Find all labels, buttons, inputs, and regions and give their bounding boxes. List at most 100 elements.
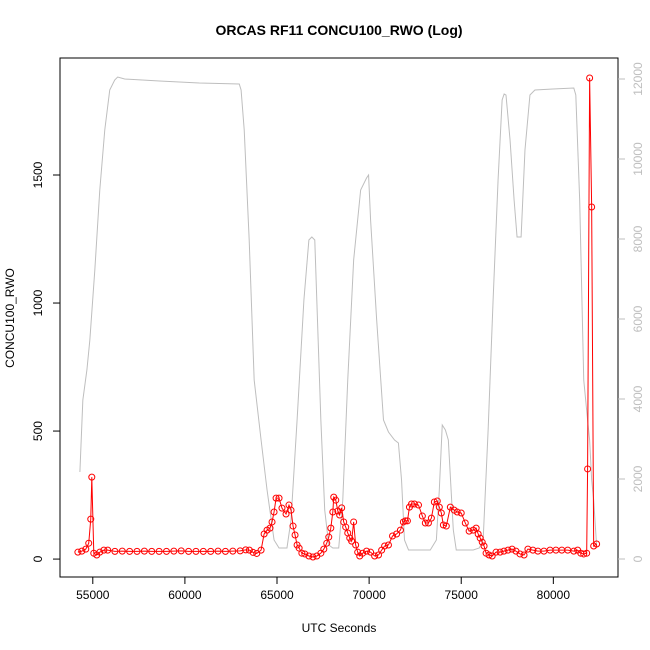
data-point: [453, 508, 461, 516]
data-point: [249, 548, 257, 556]
data-point: [104, 546, 112, 554]
data-point: [278, 504, 286, 512]
data-point: [588, 203, 596, 211]
data-point: [480, 542, 488, 550]
data-point: [580, 550, 588, 558]
data-point: [268, 518, 276, 526]
x-tick-label: 55000: [76, 588, 110, 602]
data-point: [457, 509, 465, 517]
data-point: [393, 530, 401, 538]
data-point: [492, 548, 500, 556]
data-point: [381, 542, 389, 550]
data-point: [350, 518, 358, 526]
data-point: [488, 552, 496, 560]
data-point: [85, 539, 93, 547]
y2-tick-label: 10000: [631, 142, 645, 176]
data-point: [371, 552, 379, 560]
data-point: [583, 549, 591, 557]
data-point: [140, 547, 148, 555]
data-point: [111, 547, 119, 555]
data-point: [323, 539, 331, 547]
data-point: [185, 547, 193, 555]
data-point: [476, 534, 484, 542]
data-point: [504, 546, 512, 554]
data-point: [87, 515, 95, 523]
data-point: [118, 547, 126, 555]
data-point: [199, 547, 207, 555]
data-point: [359, 549, 367, 557]
data-point: [298, 549, 306, 557]
y2-tick-label: 12000: [631, 62, 645, 96]
data-point: [437, 509, 445, 517]
data-point: [88, 473, 96, 481]
y-tick-label: 0: [31, 555, 45, 562]
x-tick-label: 60000: [168, 588, 202, 602]
data-point: [96, 548, 104, 556]
data-point: [325, 533, 333, 541]
y2-tick-label: 6000: [631, 305, 645, 332]
data-point: [245, 546, 253, 554]
data-point: [421, 519, 429, 527]
x-tick-label: 80000: [537, 588, 571, 602]
y-axis-label: CONCU100_RWO: [3, 268, 17, 368]
data-point: [133, 547, 141, 555]
data-point: [266, 524, 274, 532]
data-point: [282, 510, 290, 518]
data-point: [586, 74, 594, 82]
data-point: [320, 545, 328, 553]
data-point: [214, 547, 222, 555]
data-point: [439, 521, 447, 529]
data-point: [584, 465, 592, 473]
data-point: [287, 506, 295, 514]
data-point: [257, 546, 265, 554]
data-point: [342, 523, 350, 531]
y2-tick-label: 2000: [631, 465, 645, 492]
y2-tick-label: 0: [631, 555, 645, 562]
data-point: [363, 547, 371, 555]
data-point: [389, 532, 397, 540]
data-point: [403, 517, 411, 525]
data-point: [407, 500, 415, 508]
data-point: [375, 551, 383, 559]
data-point: [336, 511, 344, 519]
data-point: [461, 519, 469, 527]
data-point: [570, 547, 578, 555]
data-point: [291, 531, 299, 539]
data-point: [524, 545, 532, 553]
x-tick-label: 75000: [445, 588, 479, 602]
data-point: [348, 537, 356, 545]
data-point: [430, 498, 438, 506]
data-point: [472, 524, 480, 532]
data-point: [338, 504, 346, 512]
data-point: [192, 547, 200, 555]
data-point: [301, 550, 309, 558]
data-point: [229, 547, 237, 555]
data-point: [442, 522, 450, 530]
data-point: [82, 545, 90, 553]
x-tick-label: 70000: [352, 588, 386, 602]
data-point: [329, 508, 337, 516]
series-line: [77, 77, 597, 558]
data-point: [207, 547, 215, 555]
data-point: [270, 508, 278, 516]
data-point: [177, 547, 185, 555]
x-axis-label: UTC Seconds: [302, 621, 377, 635]
data-point: [170, 547, 178, 555]
x-tick-label: 65000: [260, 588, 294, 602]
data-point: [126, 547, 134, 555]
data-point: [593, 540, 601, 548]
data-point: [78, 547, 86, 555]
series-line: [79, 76, 598, 551]
data-point: [414, 501, 422, 509]
data-point: [435, 503, 443, 511]
data-point: [74, 548, 82, 556]
data-point: [155, 547, 163, 555]
data-point: [516, 550, 524, 558]
data-point: [508, 545, 516, 553]
data-point: [427, 514, 435, 522]
data-point: [520, 551, 528, 559]
data-point: [100, 546, 108, 554]
data-point: [367, 548, 375, 556]
y2-tick-label: 4000: [631, 385, 645, 412]
